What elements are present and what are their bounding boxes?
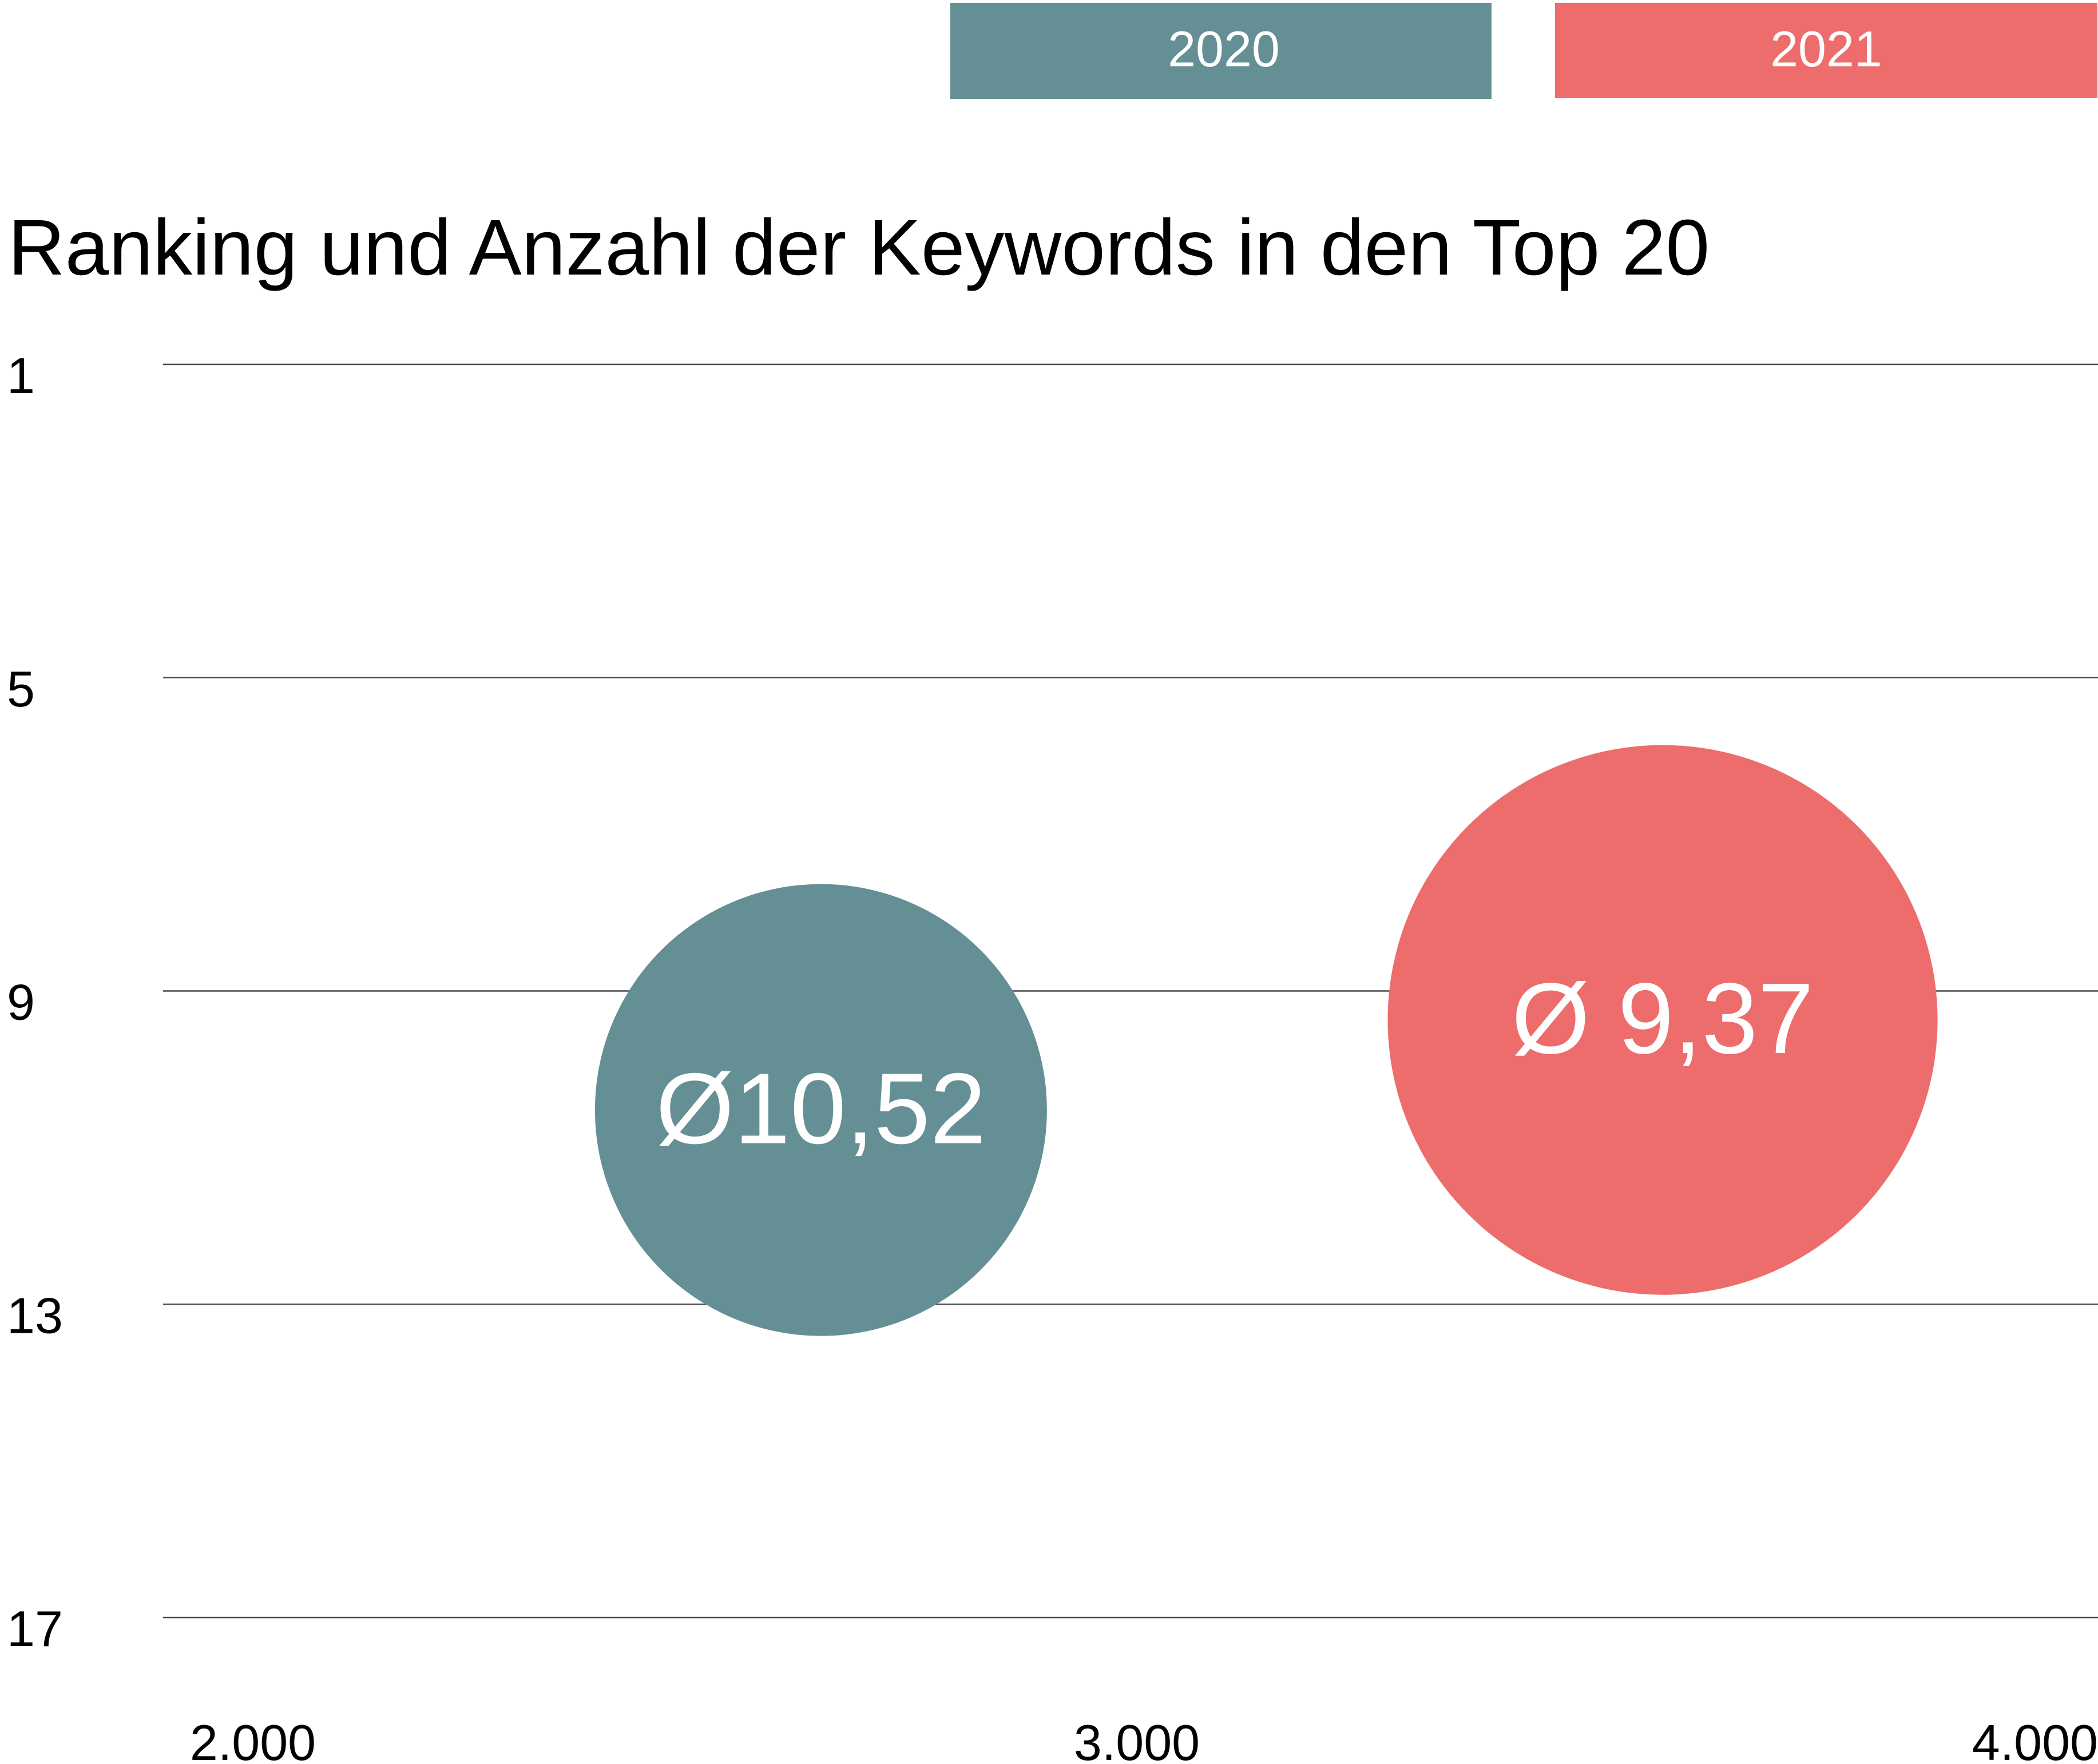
x-tick-label-4.000: 4.000 xyxy=(1972,1714,2098,1764)
x-tick-label-2.000: 2.000 xyxy=(190,1714,316,1764)
bubble-2021 xyxy=(1387,745,1938,1295)
bubbles: Ø10,52 Ø 9,37 xyxy=(594,745,1938,1336)
legend-label-2020: 2020 xyxy=(1168,21,1280,77)
legend-swatch-2021 xyxy=(1555,3,2097,98)
bubble-label-2020: Ø10,52 xyxy=(656,1053,986,1165)
legend-swatch-2020 xyxy=(950,3,1492,99)
bubble-label-2021: Ø 9,37 xyxy=(1512,963,1814,1075)
bubble-2020 xyxy=(594,884,1047,1336)
y-tick-label-13: 13 xyxy=(7,1287,63,1344)
y-tick-label-5: 5 xyxy=(7,661,35,717)
x-tick-label-3.000: 3.000 xyxy=(1074,1714,1200,1764)
chart-title: Ranking und Anzahl der Keywords in den T… xyxy=(8,204,1710,292)
legend: 2020 2021 xyxy=(950,3,2097,99)
y-tick-label-9: 9 xyxy=(7,974,35,1031)
x-axis-ticks: 2.000 3.000 4.000 xyxy=(190,1714,2098,1764)
legend-label-2021: 2021 xyxy=(1770,21,1882,77)
y-tick-label-1: 1 xyxy=(7,347,35,404)
y-tick-label-17: 17 xyxy=(7,1600,63,1657)
y-axis-ticks: 1 5 9 13 17 xyxy=(7,347,63,1657)
